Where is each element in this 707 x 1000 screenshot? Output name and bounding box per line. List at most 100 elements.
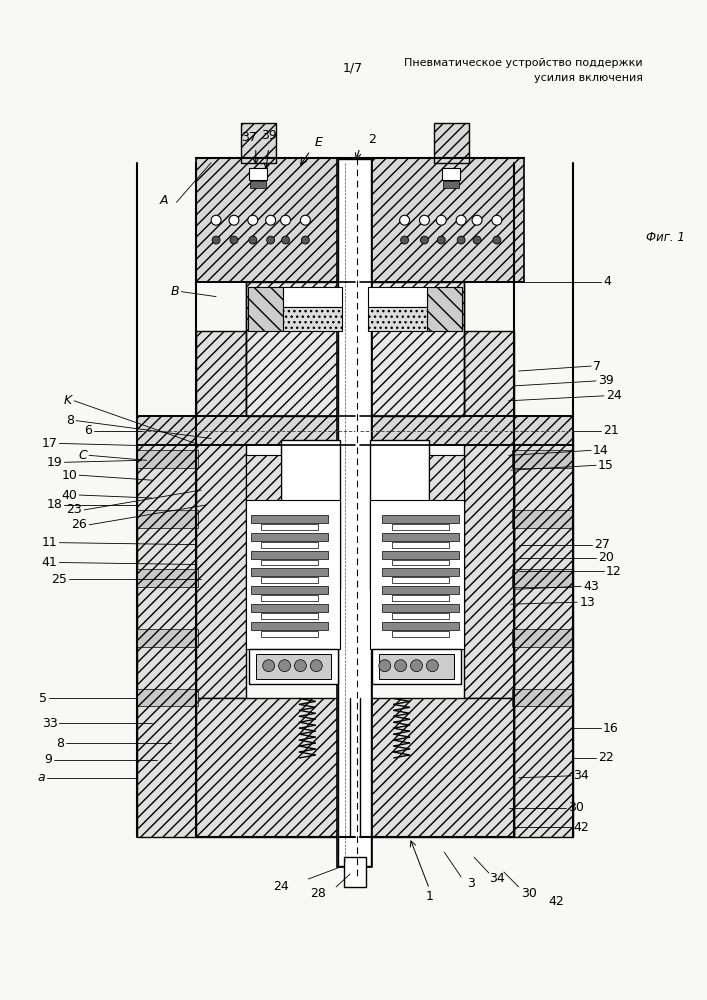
Text: 6: 6 bbox=[84, 424, 92, 437]
Bar bbox=[429, 455, 464, 505]
Text: 25: 25 bbox=[52, 573, 67, 586]
Circle shape bbox=[492, 215, 502, 225]
Circle shape bbox=[310, 660, 322, 672]
Text: 1/7: 1/7 bbox=[343, 62, 363, 75]
Text: 42: 42 bbox=[573, 821, 589, 834]
Text: 40: 40 bbox=[62, 489, 77, 502]
Circle shape bbox=[473, 236, 481, 244]
Bar bbox=[392, 542, 449, 548]
Bar bbox=[281, 440, 340, 589]
Text: 39: 39 bbox=[598, 374, 614, 387]
Bar bbox=[344, 857, 366, 887]
Bar bbox=[256, 654, 331, 679]
Text: 28: 28 bbox=[310, 887, 326, 900]
Bar bbox=[283, 307, 342, 331]
Text: 7: 7 bbox=[593, 360, 601, 373]
Text: 39: 39 bbox=[261, 129, 276, 142]
Bar bbox=[512, 510, 573, 528]
Bar bbox=[379, 654, 454, 679]
Bar bbox=[360, 282, 464, 416]
Bar bbox=[337, 158, 372, 867]
Bar bbox=[136, 689, 198, 706]
Bar bbox=[197, 158, 355, 282]
Text: 10: 10 bbox=[62, 469, 77, 482]
Bar bbox=[464, 331, 514, 698]
Text: 8: 8 bbox=[57, 737, 64, 750]
Bar bbox=[360, 416, 573, 445]
Circle shape bbox=[426, 660, 438, 672]
Bar bbox=[261, 631, 318, 637]
Text: E: E bbox=[315, 136, 322, 149]
Bar bbox=[261, 524, 318, 530]
Text: 30: 30 bbox=[520, 887, 537, 900]
Text: 16: 16 bbox=[603, 722, 619, 735]
Text: 14: 14 bbox=[593, 444, 609, 457]
Bar bbox=[372, 649, 461, 684]
Circle shape bbox=[472, 215, 482, 225]
Bar bbox=[382, 568, 459, 576]
Text: 26: 26 bbox=[71, 518, 87, 531]
Circle shape bbox=[267, 236, 274, 244]
Bar bbox=[261, 613, 318, 619]
Bar bbox=[197, 331, 246, 698]
Circle shape bbox=[211, 215, 221, 225]
Text: 11: 11 bbox=[42, 536, 57, 549]
Bar bbox=[382, 586, 459, 594]
Text: 1: 1 bbox=[426, 890, 433, 903]
Bar bbox=[251, 568, 328, 576]
Text: 20: 20 bbox=[598, 551, 614, 564]
Circle shape bbox=[411, 660, 423, 672]
Bar bbox=[368, 287, 428, 307]
Circle shape bbox=[379, 660, 391, 672]
Bar bbox=[514, 431, 573, 837]
Text: 41: 41 bbox=[42, 556, 57, 569]
Bar bbox=[251, 533, 328, 541]
Bar bbox=[382, 604, 459, 612]
Text: 33: 33 bbox=[42, 717, 57, 730]
Text: усилия включения: усилия включения bbox=[534, 73, 643, 83]
Text: K: K bbox=[64, 394, 72, 407]
Bar bbox=[251, 622, 328, 630]
Bar bbox=[382, 622, 459, 630]
Bar bbox=[136, 510, 198, 528]
Circle shape bbox=[456, 215, 466, 225]
Circle shape bbox=[263, 660, 274, 672]
Bar bbox=[512, 629, 573, 647]
Text: 34: 34 bbox=[573, 769, 589, 782]
Bar bbox=[136, 569, 198, 587]
Text: 37: 37 bbox=[241, 131, 257, 144]
Text: 13: 13 bbox=[579, 596, 595, 609]
Bar bbox=[246, 455, 281, 505]
Circle shape bbox=[300, 215, 310, 225]
Bar bbox=[249, 649, 338, 684]
Bar bbox=[368, 307, 428, 331]
Circle shape bbox=[248, 215, 258, 225]
Bar bbox=[136, 629, 198, 647]
Bar bbox=[283, 287, 342, 307]
Text: A: A bbox=[159, 194, 168, 207]
Circle shape bbox=[295, 660, 306, 672]
Bar bbox=[261, 595, 318, 601]
Text: 12: 12 bbox=[606, 565, 621, 578]
Circle shape bbox=[399, 215, 409, 225]
Text: 43: 43 bbox=[583, 580, 599, 593]
Text: 23: 23 bbox=[66, 503, 82, 516]
Bar bbox=[382, 551, 459, 559]
Circle shape bbox=[438, 236, 445, 244]
Circle shape bbox=[249, 236, 257, 244]
Text: 24: 24 bbox=[606, 389, 621, 402]
Bar bbox=[382, 515, 459, 523]
Circle shape bbox=[229, 215, 239, 225]
Text: 3: 3 bbox=[467, 877, 475, 890]
Bar bbox=[512, 689, 573, 706]
Circle shape bbox=[401, 236, 409, 244]
Circle shape bbox=[212, 236, 220, 244]
Bar bbox=[136, 431, 197, 837]
Bar bbox=[443, 181, 459, 188]
Circle shape bbox=[436, 215, 446, 225]
Text: 42: 42 bbox=[549, 895, 564, 908]
Bar bbox=[248, 287, 283, 331]
Bar bbox=[261, 542, 318, 548]
Bar bbox=[251, 515, 328, 523]
Text: 2: 2 bbox=[368, 133, 376, 146]
